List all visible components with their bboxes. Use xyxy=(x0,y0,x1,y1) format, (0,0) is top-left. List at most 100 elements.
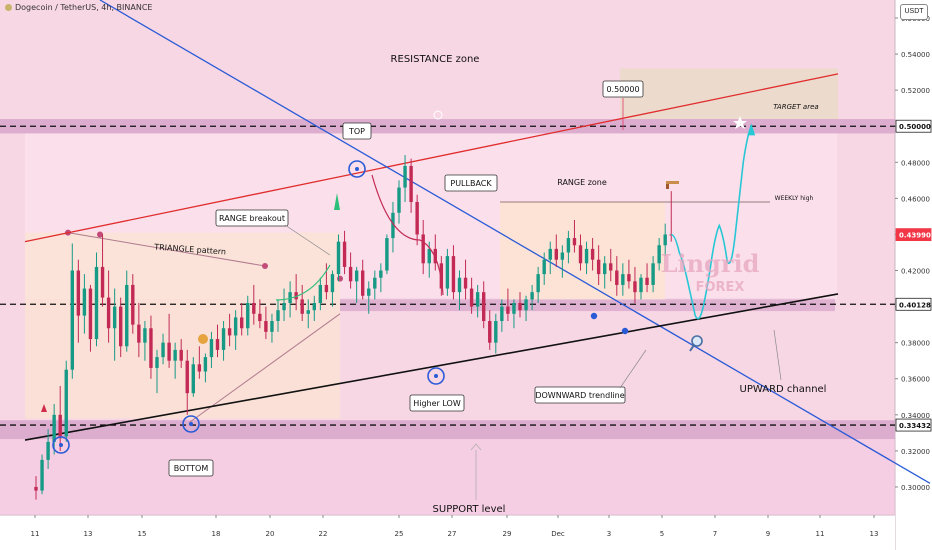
upward-channel-label: UPWARD channel xyxy=(740,384,827,395)
x-tick-label: 3 xyxy=(607,530,611,538)
triangle-upper-line xyxy=(67,232,266,267)
candle-body xyxy=(354,270,359,282)
candle-body xyxy=(367,288,371,296)
pivot-circle xyxy=(427,367,445,385)
candle-body xyxy=(40,459,44,491)
candle-body xyxy=(548,248,552,260)
y-tick-label: 0.30000 xyxy=(901,484,930,492)
magnifier-handle xyxy=(689,344,695,352)
candle-body xyxy=(590,248,595,260)
candle-body xyxy=(621,274,625,285)
candle-body xyxy=(282,302,286,311)
pivot-circle xyxy=(348,160,366,178)
axis-price-tag-label: 0.40128 xyxy=(899,301,931,309)
watermark-subtitle: FOREX xyxy=(696,280,745,295)
bottom-label: BOTTOM xyxy=(174,464,209,473)
candle-body xyxy=(227,328,232,336)
pivot-dot xyxy=(434,374,438,378)
x-tick-label: 7 xyxy=(713,530,717,538)
y-tick-label: 0.38000 xyxy=(901,340,930,348)
lower-pink-area xyxy=(0,439,895,515)
y-tick-label: 0.46000 xyxy=(901,195,930,203)
upward-channel-line xyxy=(24,293,839,441)
x-tick-label: 15 xyxy=(138,530,147,538)
x-tick-label: 27 xyxy=(448,530,457,538)
price-callout-label-box xyxy=(602,80,644,98)
candle-body xyxy=(330,274,335,293)
candle-body xyxy=(615,270,619,285)
y-tick-label: 0.36000 xyxy=(901,376,930,384)
range-box xyxy=(500,201,665,300)
triangle-point-marker xyxy=(337,275,343,282)
resistance-zone-label: RESISTANCE zone xyxy=(391,54,480,65)
candle-body xyxy=(482,292,486,322)
candle-body xyxy=(584,248,589,264)
candle-body xyxy=(463,277,468,289)
candle-body xyxy=(82,288,87,316)
star-icon xyxy=(733,116,747,129)
pullback-curve xyxy=(371,174,444,296)
candle-body xyxy=(578,245,583,264)
candle-body xyxy=(494,321,498,343)
downward-trendline-label: DOWNWARD trendline xyxy=(535,391,624,400)
axis-price-tag-label: 0.50000 xyxy=(899,123,931,131)
candle-body xyxy=(361,270,365,296)
x-tick-label: 22 xyxy=(319,530,328,538)
currency-badge[interactable]: USDT xyxy=(900,4,928,20)
x-tick-label: 11 xyxy=(31,530,40,538)
support-level-arrow xyxy=(470,443,482,451)
candle-body xyxy=(215,339,220,350)
candle-body xyxy=(100,266,105,298)
y-tick-label: 0.34000 xyxy=(901,412,930,420)
x-tick-label: 29 xyxy=(503,530,512,538)
candle-body xyxy=(167,342,171,361)
candle-body xyxy=(373,277,377,289)
higher-low-label: Higher LOW xyxy=(413,399,461,408)
y-tick-label: 0.52000 xyxy=(901,87,930,95)
candle-body xyxy=(469,288,474,307)
candle-body xyxy=(306,310,310,314)
candle-body xyxy=(58,414,62,437)
target-area-label: TARGET area xyxy=(773,103,818,111)
candle-body xyxy=(276,310,280,322)
candle-body xyxy=(233,317,238,336)
candle-body xyxy=(264,321,268,332)
target-area-box xyxy=(620,68,838,120)
candle-body xyxy=(397,187,401,213)
candle-body xyxy=(137,324,141,343)
candle-body xyxy=(566,238,571,253)
candle-body xyxy=(603,263,607,275)
axis-price-tag xyxy=(895,418,932,432)
candle-body xyxy=(439,263,444,289)
time-axis xyxy=(0,515,895,550)
candle-body xyxy=(88,288,93,340)
x-tick-label: 11 xyxy=(816,530,825,538)
candle-body xyxy=(336,241,341,275)
triangle-box xyxy=(25,232,340,419)
candle-body xyxy=(258,313,262,322)
candle-body xyxy=(536,274,540,293)
axis-price-tag xyxy=(895,228,932,242)
candle-body xyxy=(391,212,395,239)
x-tick-label: 20 xyxy=(266,530,275,538)
downward-trendline xyxy=(99,0,931,484)
candle-body xyxy=(52,414,56,442)
x-tick-label: 25 xyxy=(395,530,404,538)
candle-body xyxy=(203,357,208,372)
breakout-arrowhead xyxy=(334,193,340,210)
candle-body xyxy=(112,306,117,329)
chart-header: Dogecoin / TetherUS, 4h, BINANCE xyxy=(0,0,157,15)
downward-trendline-label-box xyxy=(534,386,626,404)
candle-body xyxy=(46,441,50,460)
triangle-lower-line xyxy=(189,313,341,423)
candle-body xyxy=(554,248,558,260)
candle-body xyxy=(76,270,81,316)
candle-body xyxy=(143,328,147,343)
candle-body xyxy=(173,349,177,361)
hammer-icon xyxy=(666,181,669,189)
symbol-title: Dogecoin / TetherUS, 4h, BINANCE xyxy=(15,3,153,12)
support-level-label: SUPPORT level xyxy=(433,504,506,515)
candle-body xyxy=(185,360,189,394)
candle-body xyxy=(645,277,649,285)
